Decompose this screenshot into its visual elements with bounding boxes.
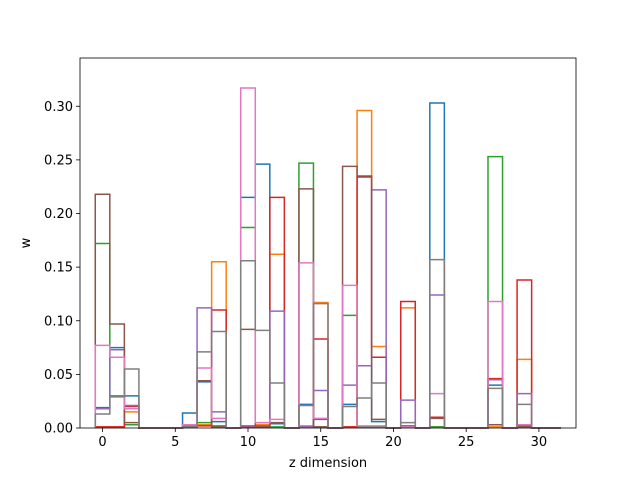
x-tick-label: 30 <box>531 435 548 450</box>
y-tick-label: 0.30 <box>44 100 73 115</box>
x-axis: 0 5 10 15 20 25 30 <box>98 428 547 450</box>
x-tick-label: 20 <box>385 435 402 450</box>
plot-frame <box>79 57 577 429</box>
y-tick-label: 0.10 <box>44 314 73 329</box>
y-axis-label: w <box>19 237 34 248</box>
y-tick-label: 0.20 <box>44 207 73 222</box>
y-tick-label: 0.05 <box>44 368 73 383</box>
x-axis-label: z dimension <box>289 456 367 471</box>
x-tick-label: 25 <box>458 435 475 450</box>
y-tick-label: 0.00 <box>44 422 73 437</box>
y-tick-label: 0.15 <box>44 261 73 276</box>
y-axis: 0.00 0.05 0.10 0.15 0.20 0.25 0.30 <box>44 100 80 437</box>
y-tick-label: 0.25 <box>44 153 73 168</box>
x-tick-label: 5 <box>171 435 179 450</box>
x-tick-label: 10 <box>240 435 257 450</box>
x-tick-label: 0 <box>98 435 106 450</box>
x-tick-label: 15 <box>312 435 329 450</box>
